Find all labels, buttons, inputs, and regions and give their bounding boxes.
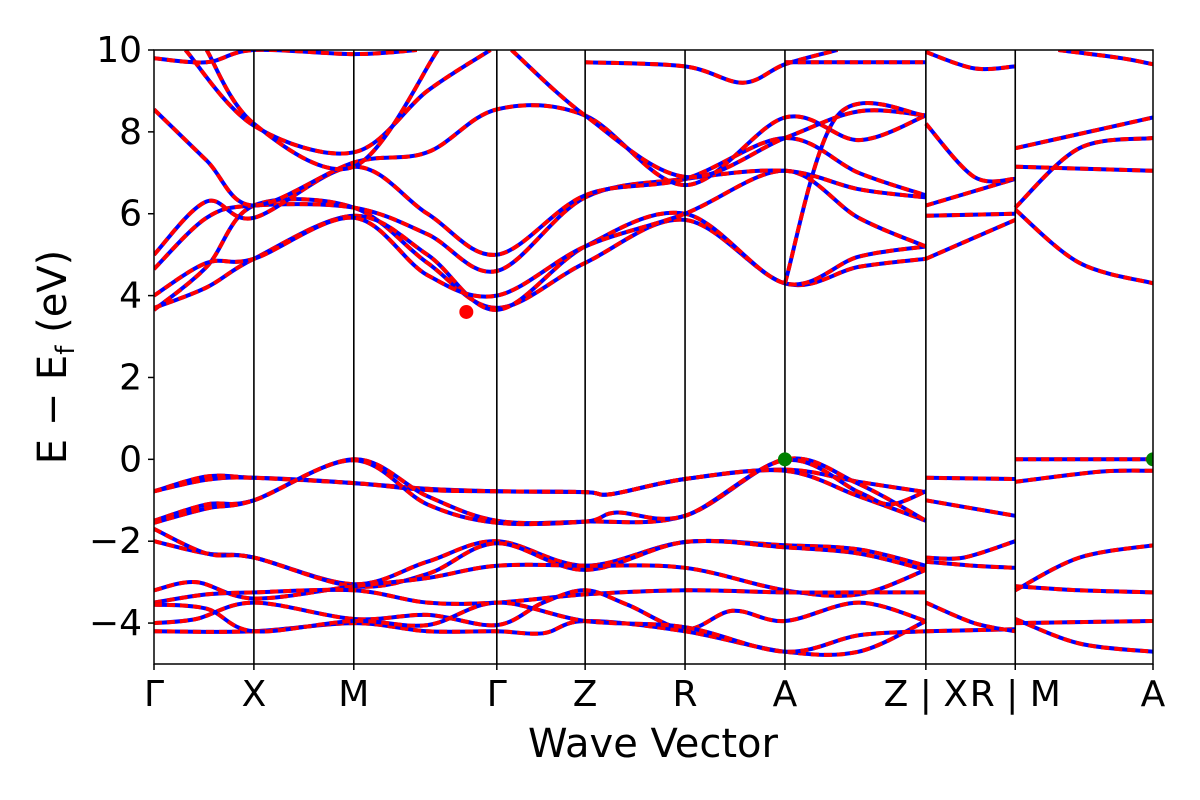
band-17-red [184, 50, 492, 156]
y-tick-label-6: 8 [119, 112, 142, 153]
band-42-red [1014, 115, 1153, 151]
band-36-red [1014, 468, 1153, 484]
y-tick-label-2: 0 [119, 439, 142, 480]
band-23-red [782, 101, 927, 284]
band-10-red [154, 600, 927, 654]
y-axis-title: E − Ef (eV) [30, 250, 81, 465]
band-22-red [154, 50, 418, 65]
band-41-blue [1013, 208, 1153, 286]
x-tick-label-4: Z [573, 674, 598, 715]
plot-frame [153, 49, 1154, 665]
band-5-red [154, 527, 927, 589]
band-19-red [510, 50, 927, 180]
vbm-marker-1 [777, 452, 792, 467]
band-38-red [1015, 584, 1153, 595]
cbm-marker-0 [459, 304, 474, 319]
band-31-red [925, 211, 1016, 218]
y-tick-label-5: 6 [119, 194, 142, 235]
x-tick-label-5: R [673, 674, 698, 715]
band-41-red [1013, 208, 1153, 286]
x-tick-label-7: Z | X [884, 674, 968, 715]
band-24-red [925, 475, 1016, 481]
kpoint-divider-lines [253, 50, 1017, 664]
x-tick-label-6: A [773, 674, 798, 715]
x-tick-label-0: Γ [144, 674, 164, 715]
y-tick-label-1: −2 [89, 521, 142, 562]
band-37-blue [1014, 543, 1153, 593]
band-33-red [924, 122, 1016, 184]
band-44-blue [1013, 136, 1153, 210]
band-20-red [585, 50, 839, 85]
x-tick-label-9: A [1141, 674, 1166, 715]
band-44-red [1013, 136, 1153, 210]
vbm-marker-2 [1146, 452, 1153, 467]
band-43-red [1015, 164, 1153, 173]
x-tick-label-8: R | M [970, 674, 1061, 715]
band-40-red [1015, 619, 1153, 626]
band-17-blue [184, 50, 492, 156]
x-tick-label-3: Γ [487, 674, 507, 715]
band-39-red [1014, 617, 1153, 654]
y-tick-label-3: 2 [119, 357, 142, 398]
band-34-red [925, 50, 1016, 72]
y-axis-title-unit: (eV) [30, 250, 76, 346]
y-tick-label-4: 4 [119, 276, 142, 317]
band-1-red [154, 468, 927, 523]
band-45-red [1058, 50, 1153, 67]
extrema-markers [459, 304, 1153, 467]
band-11-blue [154, 197, 927, 312]
band-18-red [204, 50, 440, 172]
band-32-red [925, 176, 1016, 208]
x-tick-label-1: X [242, 674, 267, 715]
band-25-red [925, 498, 1016, 518]
band-26-red [925, 539, 1016, 561]
y-axis-ticks: −4 −2 0 2 4 6 8 10 [89, 30, 154, 644]
band-27-red [925, 559, 1016, 570]
band-15-red [154, 135, 927, 257]
band-20-blue [585, 50, 839, 85]
band-30-red [925, 218, 1016, 261]
band-16-red [154, 103, 927, 208]
band-29-red [925, 600, 1016, 634]
y-axis-title-subscript: f [51, 345, 81, 355]
band-lines [154, 50, 1153, 657]
x-tick-label-2: M [338, 674, 369, 715]
band-19-blue [510, 50, 927, 180]
y-axis-title-main: E − E [30, 355, 76, 465]
y-tick-label-7: 10 [96, 30, 142, 71]
band-37-red [1014, 543, 1153, 593]
band-11-red [154, 197, 927, 312]
y-tick-label-0: −4 [89, 603, 142, 644]
x-axis-title: Wave Vector [528, 721, 779, 767]
